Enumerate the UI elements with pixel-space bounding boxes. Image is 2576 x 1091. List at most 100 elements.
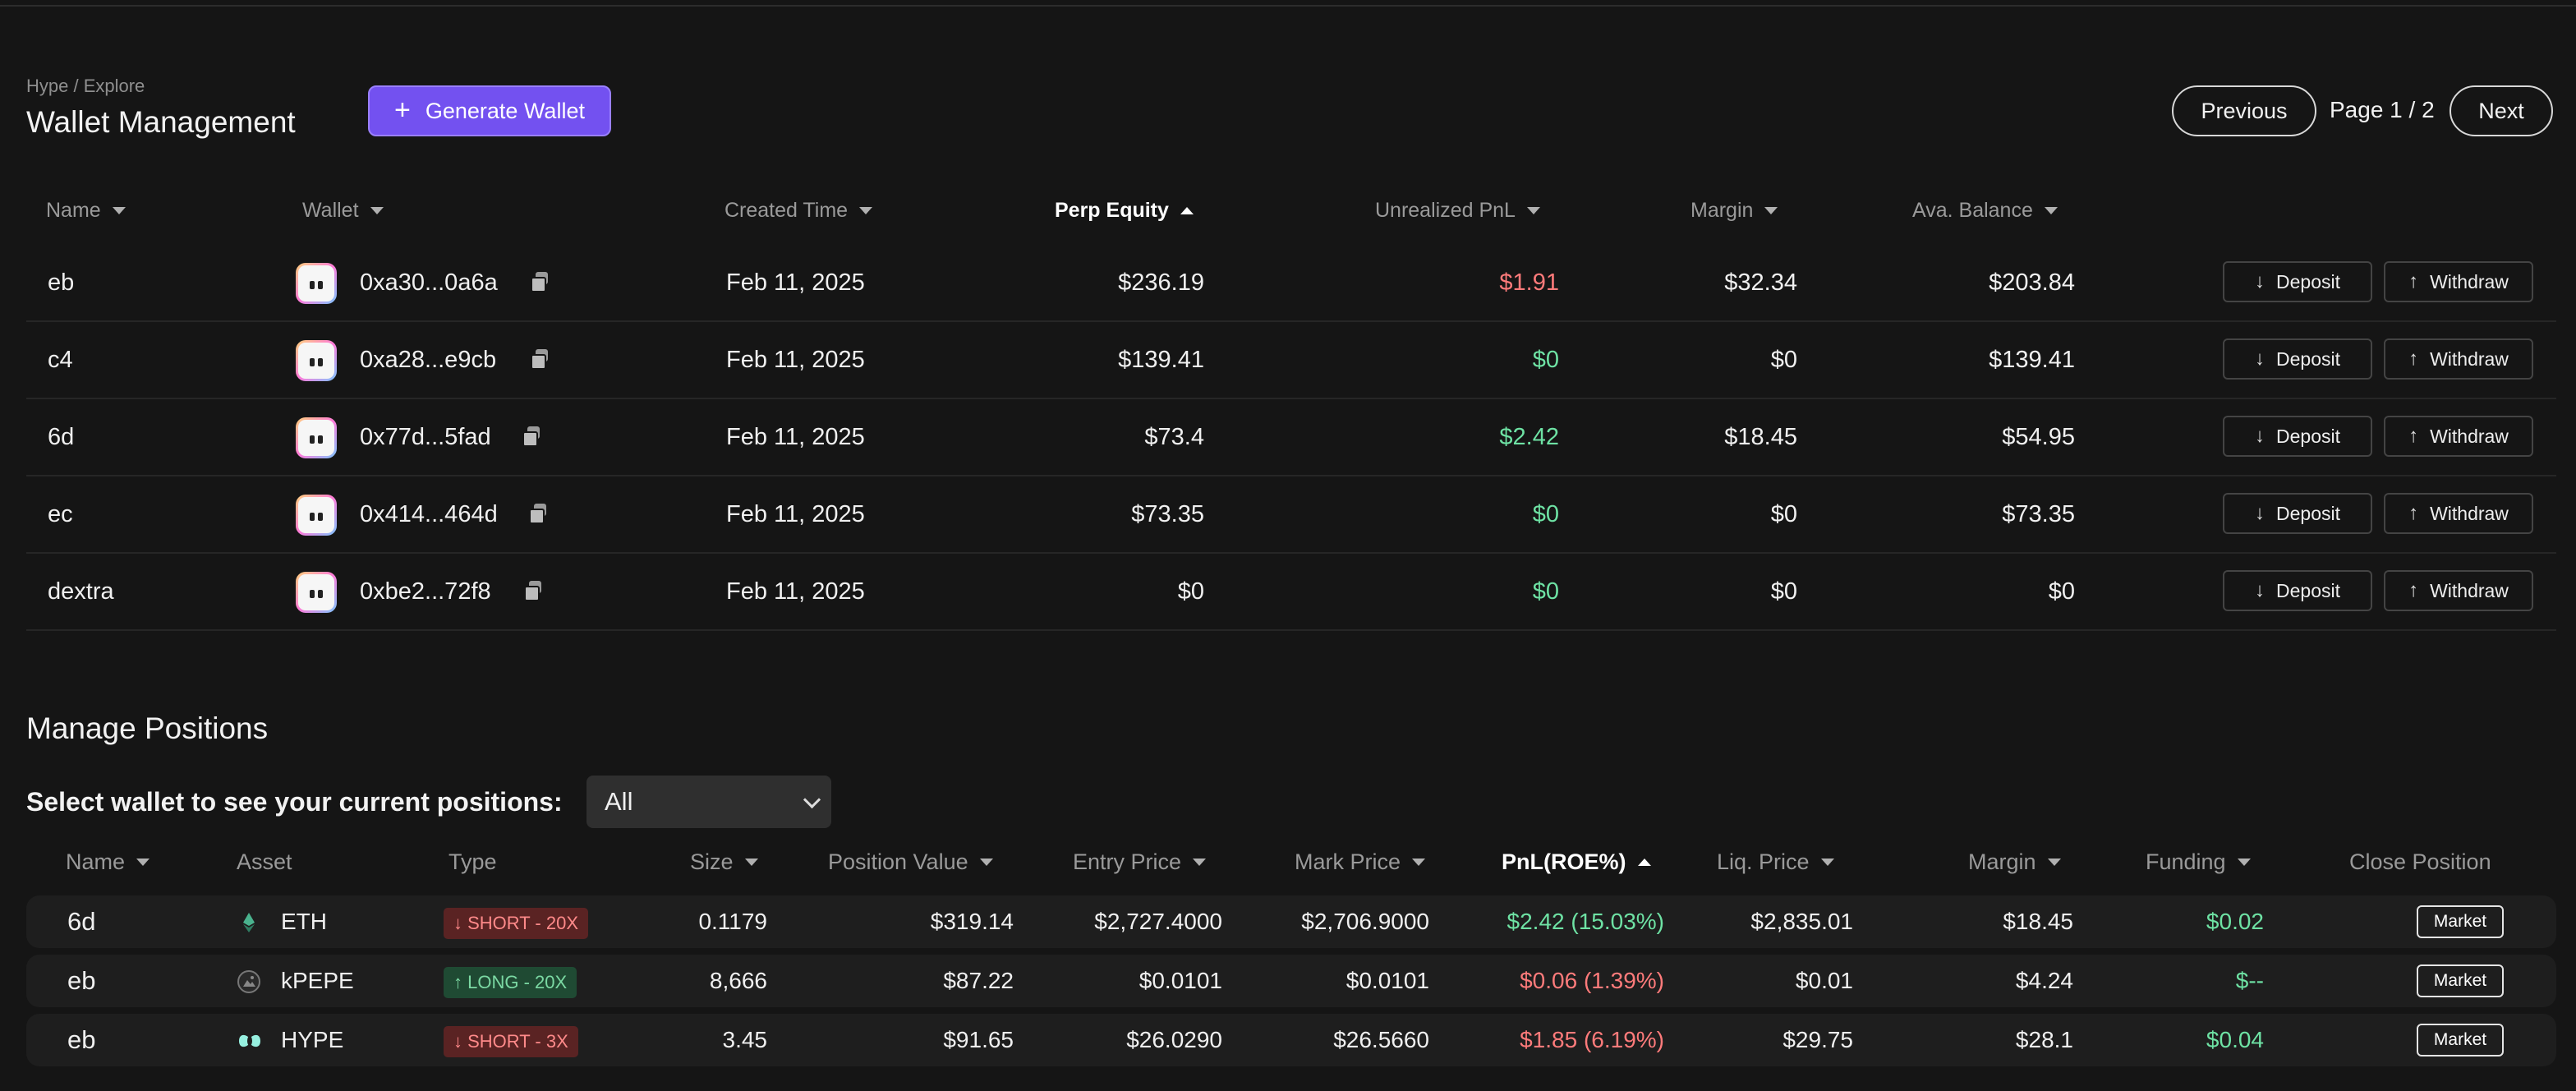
column-header-position-value[interactable]: Position Value [828,849,993,875]
available-balance: $203.84 [1989,269,2075,296]
sort-down-icon [2237,859,2251,866]
arrow-down-icon: ↓ [2255,502,2265,524]
wallet-select[interactable]: All [586,776,831,828]
column-label: Type [448,849,497,874]
arrow-up-icon: ↑ [2408,348,2419,370]
withdraw-button[interactable]: ↑ Withdraw [2384,570,2533,611]
position-pnl: $2.42 (15.03%) [1506,909,1664,934]
close-market-button[interactable]: Market [2417,964,2504,997]
column-header-margin[interactable]: Margin [1968,849,2061,875]
sort-down-icon [112,207,126,214]
column-label: Name [66,849,126,874]
wallet-avatar [296,340,337,381]
position-value: $91.65 [943,1027,1014,1052]
asset-name: HYPE [281,1027,344,1052]
deposit-button[interactable]: ↓ Deposit [2223,416,2372,457]
sort-down-icon [1820,859,1834,866]
available-balance: $139.41 [1989,346,2075,373]
position-pnl: $1.85 (6.19%) [1520,1027,1664,1052]
table-row[interactable]: c4 0xa28...e9cb Feb 11, 2025 $139.41 $0 … [26,322,2556,399]
deposit-button[interactable]: ↓ Deposit [2223,338,2372,380]
copy-icon[interactable] [531,349,550,370]
withdraw-button[interactable]: ↑ Withdraw [2384,493,2533,534]
deposit-button[interactable]: ↓ Deposit [2223,261,2372,302]
previous-page-button[interactable]: Previous [2172,85,2316,136]
close-market-button[interactable]: Market [2417,1024,2504,1056]
column-label: Position Value [828,849,968,874]
created-time: Feb 11, 2025 [726,423,865,450]
close-market-button[interactable]: Market [2417,905,2504,938]
unrealized-pnl: $0 [1532,346,1559,373]
arrow-down-icon: ↓ [2255,348,2265,370]
column-header-name[interactable]: Name [46,199,126,223]
position-size: 0.1179 [698,909,767,934]
generate-wallet-button[interactable]: + Generate Wallet [368,85,611,136]
column-header-mark-price[interactable]: Mark Price [1295,849,1426,875]
withdraw-button[interactable]: ↑ Withdraw [2384,261,2533,302]
withdraw-label: Withdraw [2430,270,2509,292]
table-row[interactable]: eb kPEPE ↑ LONG - 20X 8,666 $87.22 $0.01… [26,955,2556,1007]
wallet-select-value: All [605,787,633,816]
column-label: Asset [237,849,292,874]
position-type-badge: ↓ SHORT - 20X [444,908,589,939]
entry-price: $26.0290 [1126,1027,1222,1052]
column-label: PnL(ROE%) [1502,849,1626,874]
table-row[interactable]: eb HYPE ↓ SHORT - 3X 3.45 $91.65 $26.029… [26,1014,2556,1066]
copy-icon[interactable] [522,426,542,447]
withdraw-button[interactable]: ↑ Withdraw [2384,338,2533,380]
column-header-name[interactable]: Name [66,849,150,875]
deposit-button[interactable]: ↓ Deposit [2223,570,2372,611]
column-header-liq-price[interactable]: Liq. Price [1717,849,1834,875]
withdraw-button[interactable]: ↑ Withdraw [2384,416,2533,457]
wallet-name: dextra [48,578,114,605]
table-row[interactable]: eb 0xa30...0a6a Feb 11, 2025 $236.19 $1.… [26,245,2556,322]
copy-icon[interactable] [529,504,549,524]
pepe-icon [237,970,260,993]
copy-icon[interactable] [524,581,544,601]
unrealized-pnl: $2.42 [1499,423,1559,450]
column-header-entry-price[interactable]: Entry Price [1073,849,1207,875]
deposit-button[interactable]: ↓ Deposit [2223,493,2372,534]
column-header-pnl-roe[interactable]: PnL(ROE%) [1502,849,1651,875]
copy-icon[interactable] [531,272,550,292]
wallet-address: 0xa30...0a6a [360,269,498,296]
arrow-down-icon: ↓ [2255,425,2265,447]
column-header-wallet[interactable]: Wallet [302,199,384,223]
margin: $18.45 [1724,423,1797,450]
position-size: 3.45 [722,1027,768,1052]
position-type-badge: ↑ LONG - 20X [444,967,577,998]
column-header-unrealized-pnl[interactable]: Unrealized PnL [1375,199,1540,223]
arrow-up-icon: ↑ [2408,579,2419,601]
column-header-margin[interactable]: Margin [1690,199,1778,223]
column-header-created-time[interactable]: Created Time [724,199,873,223]
top-divider [0,5,2576,7]
column-header-close-position: Close Position [2349,849,2491,875]
sort-down-icon [1412,859,1426,866]
column-header-funding[interactable]: Funding [2146,849,2251,875]
unrealized-pnl: $0 [1532,500,1559,527]
funding: $-- [2235,968,2264,993]
next-page-button[interactable]: Next [2450,85,2553,136]
position-type-badge: ↓ SHORT - 3X [444,1026,578,1057]
perp-equity: $73.4 [1144,423,1204,450]
perp-equity: $73.35 [1131,500,1204,527]
column-label: Mark Price [1295,849,1401,874]
column-header-ava-balance[interactable]: Ava. Balance [1912,199,2058,223]
column-label: Margin [1690,199,1754,222]
table-row[interactable]: dextra 0xbe2...72f8 Feb 11, 2025 $0 $0 $… [26,554,2556,631]
eth-icon [243,913,255,932]
sort-down-icon [744,859,758,866]
table-row[interactable]: ec 0x414...464d Feb 11, 2025 $73.35 $0 $… [26,476,2556,554]
table-row[interactable]: 6d 0x77d...5fad Feb 11, 2025 $73.4 $2.42… [26,399,2556,476]
position-margin: $28.1 [2015,1027,2073,1052]
table-row[interactable]: 6d ETH ↓ SHORT - 20X 0.1179 $319.14 $2,7… [26,895,2556,948]
column-label: Entry Price [1073,849,1182,874]
column-label: Size [690,849,734,874]
margin: $32.34 [1724,269,1797,296]
plus-icon: + [394,94,411,126]
breadcrumb[interactable]: Hype / Explore [26,76,145,96]
perp-equity: $139.41 [1118,346,1204,373]
created-time: Feb 11, 2025 [726,578,865,605]
column-header-perp-equity[interactable]: Perp Equity [1055,199,1194,223]
column-header-size[interactable]: Size [690,849,758,875]
